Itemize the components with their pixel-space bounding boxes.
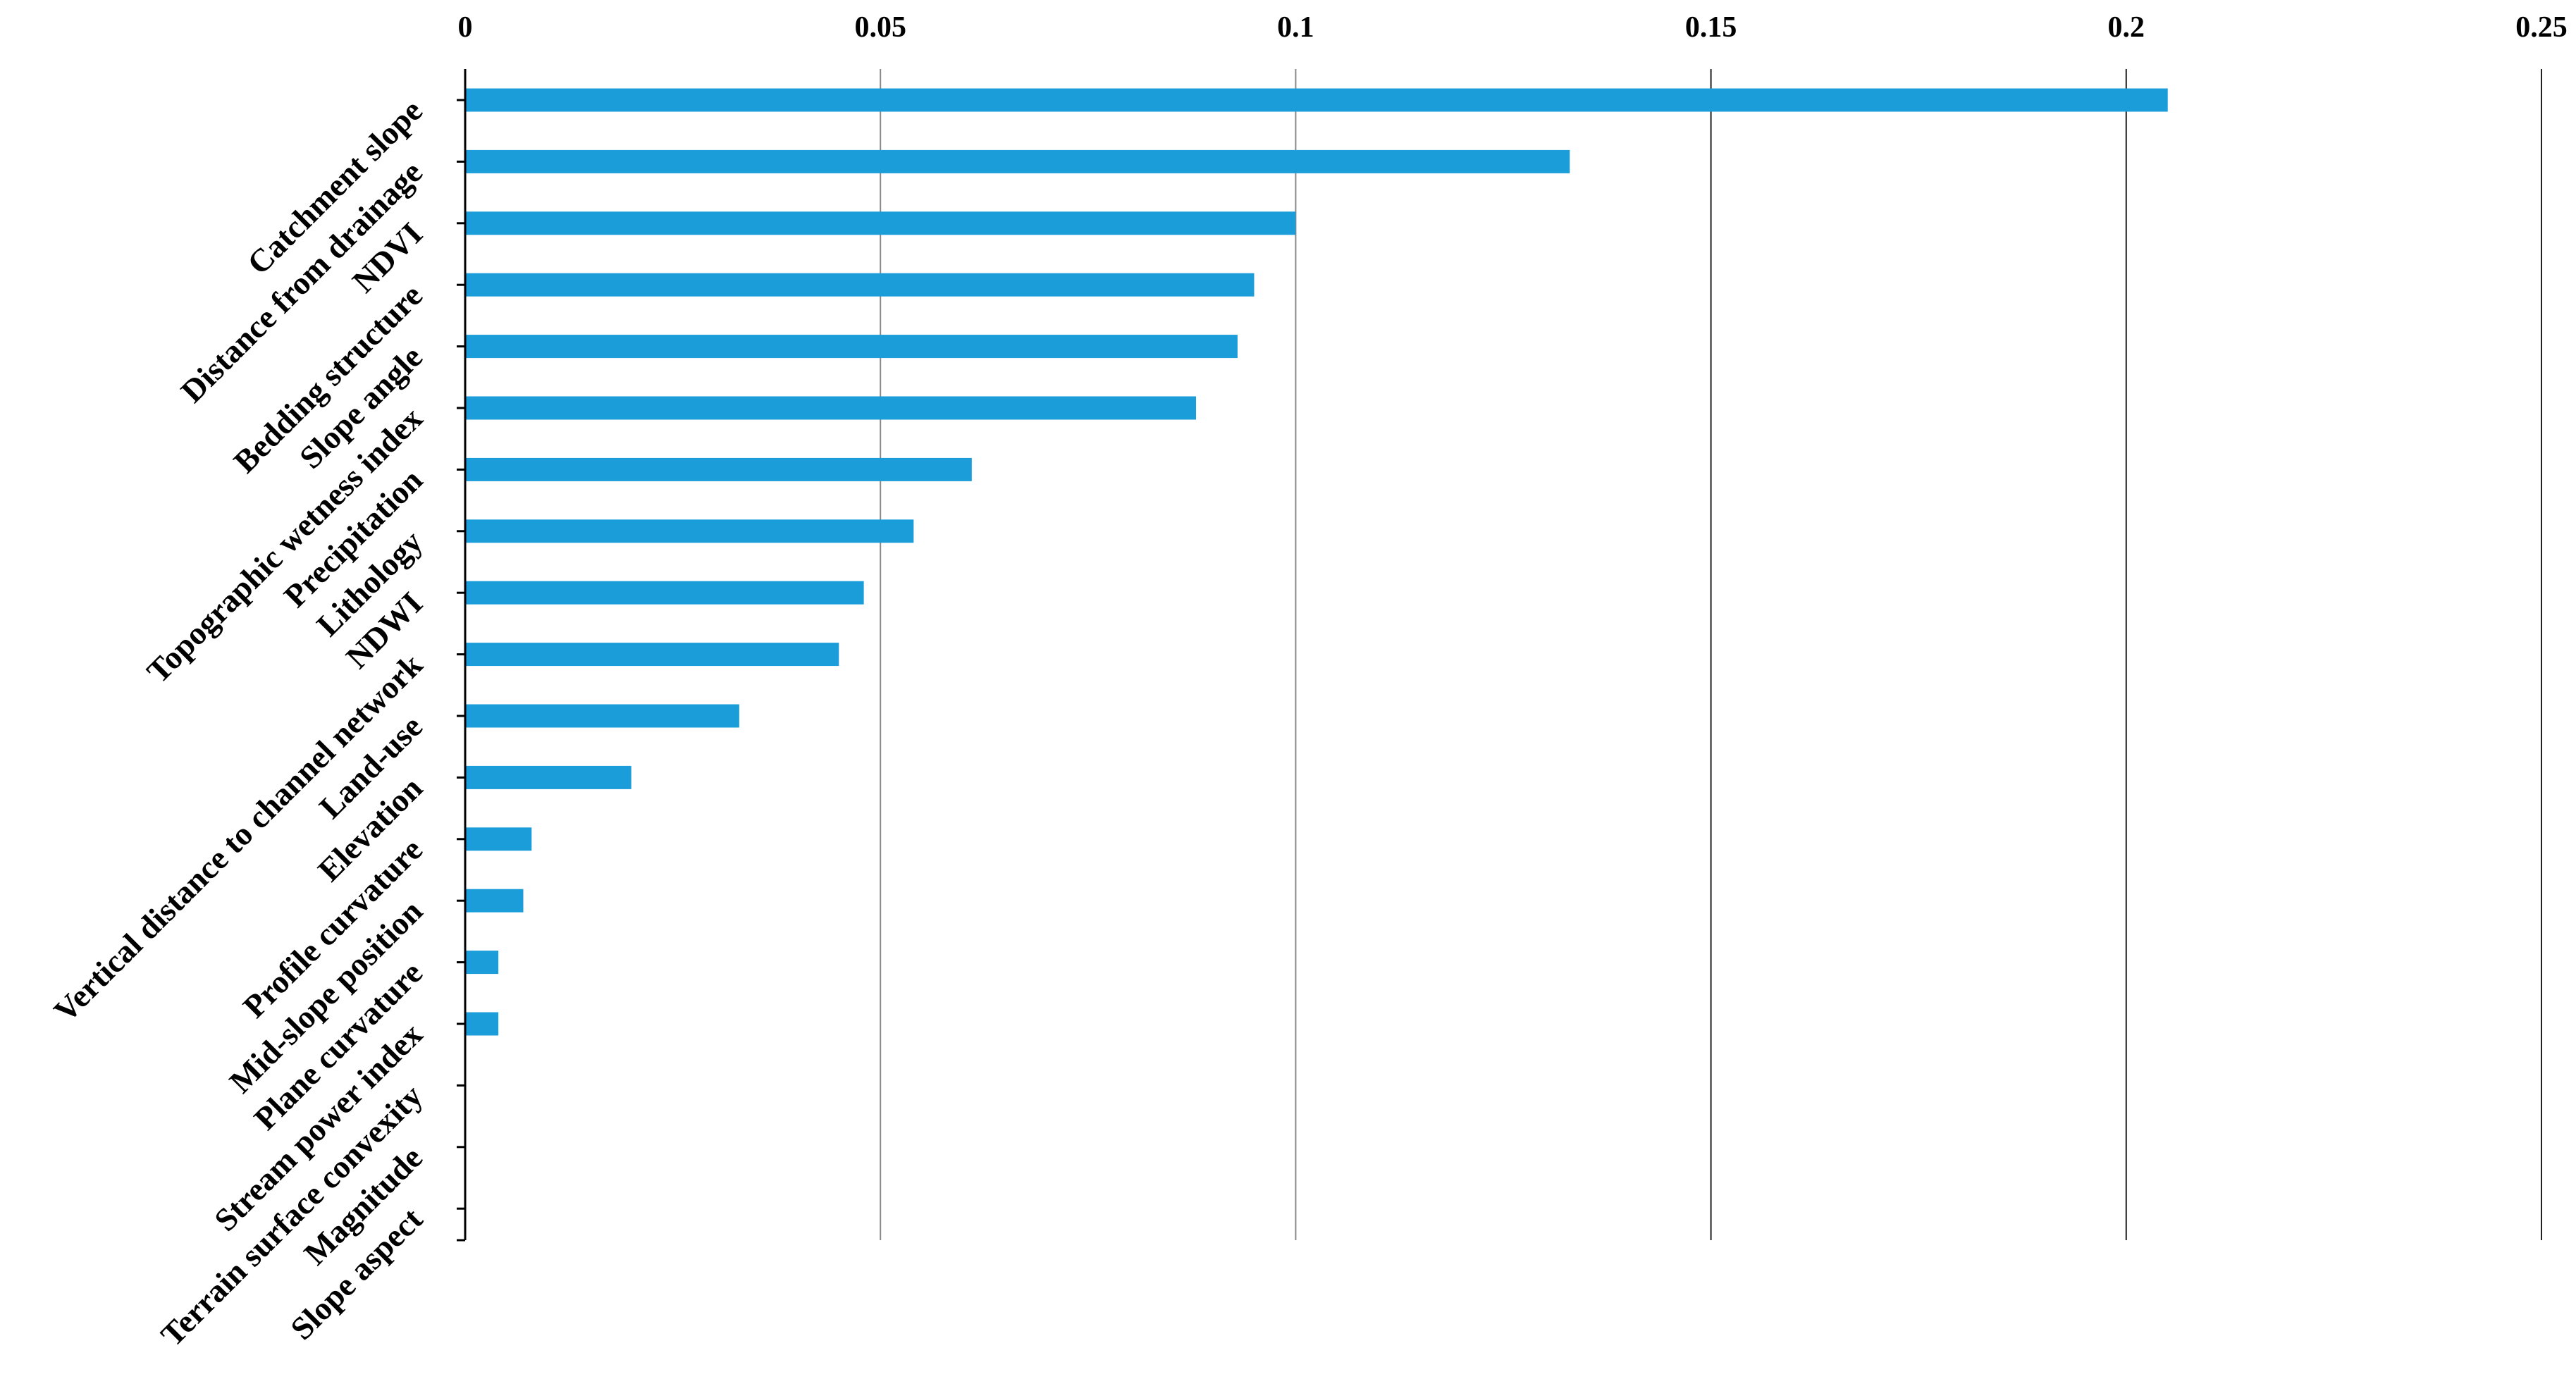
bar bbox=[465, 765, 631, 789]
bar bbox=[465, 951, 499, 975]
category-label: Terrain surface convexity bbox=[154, 1077, 429, 1353]
x-tick-label: 0.2 bbox=[2108, 11, 2145, 44]
bar bbox=[465, 1012, 499, 1036]
bar bbox=[465, 211, 1296, 235]
bar bbox=[465, 704, 739, 728]
x-tick-label: 0.05 bbox=[854, 11, 906, 44]
bar bbox=[465, 827, 532, 851]
x-axis-ticks: 0 0.05 0.1 0.15 0.2 0.25 bbox=[458, 11, 2568, 44]
x-tick-label: 0.25 bbox=[2515, 11, 2568, 44]
x-tick-label: 0.1 bbox=[1277, 11, 1314, 44]
bar bbox=[465, 88, 2168, 112]
bar bbox=[465, 519, 914, 543]
bar bbox=[465, 581, 864, 605]
bar bbox=[465, 335, 1238, 359]
bar bbox=[465, 396, 1196, 420]
bar bbox=[465, 889, 524, 913]
x-tick-label: 0 bbox=[458, 11, 473, 44]
x-tick-label: 0.15 bbox=[1685, 11, 1737, 44]
bar bbox=[465, 643, 839, 667]
bars bbox=[465, 88, 2168, 1036]
bar bbox=[465, 273, 1255, 297]
bar bbox=[465, 149, 1570, 173]
y-axis bbox=[457, 69, 467, 1242]
bar bbox=[465, 457, 972, 481]
gridlines bbox=[880, 69, 2542, 1240]
